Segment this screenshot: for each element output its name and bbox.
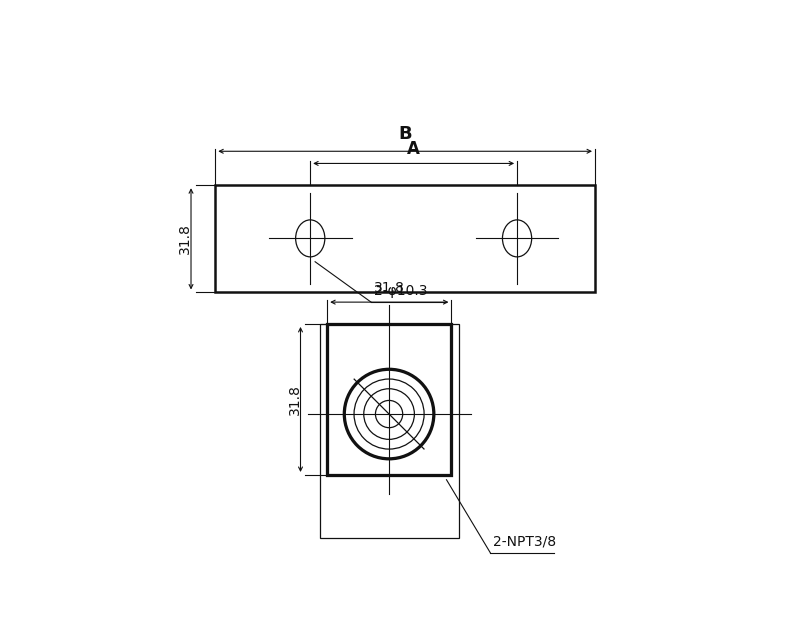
Text: 2-φ10.3: 2-φ10.3: [374, 284, 427, 298]
Text: 31.8: 31.8: [374, 281, 405, 295]
Text: A: A: [407, 140, 420, 157]
Text: 31.8: 31.8: [288, 384, 302, 415]
Bar: [215, 185, 595, 293]
Text: 2-NPT3/8: 2-NPT3/8: [493, 535, 556, 549]
Bar: [327, 324, 451, 475]
Bar: [320, 324, 458, 538]
Text: B: B: [398, 125, 412, 142]
Text: 31.8: 31.8: [178, 224, 192, 254]
